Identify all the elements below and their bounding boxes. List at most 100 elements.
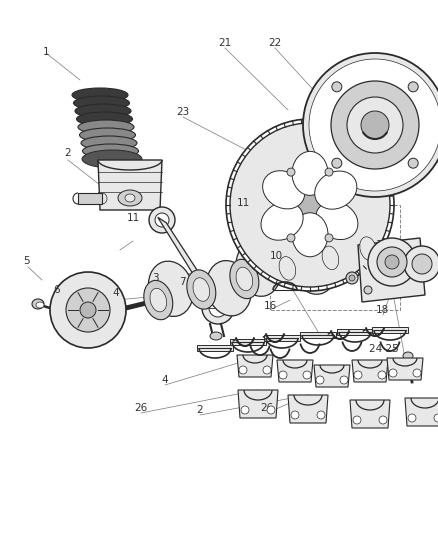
Ellipse shape — [226, 119, 394, 291]
Ellipse shape — [82, 144, 138, 158]
Ellipse shape — [36, 302, 44, 308]
Circle shape — [287, 168, 295, 176]
Circle shape — [408, 158, 418, 168]
Ellipse shape — [360, 237, 376, 261]
Text: 3: 3 — [152, 273, 158, 283]
Circle shape — [50, 272, 126, 348]
Ellipse shape — [353, 229, 382, 268]
Circle shape — [316, 376, 324, 384]
Ellipse shape — [230, 123, 390, 287]
Ellipse shape — [263, 171, 305, 209]
Polygon shape — [358, 238, 425, 302]
Text: 21: 21 — [219, 38, 232, 48]
Text: 11: 11 — [237, 198, 250, 208]
Text: 5: 5 — [24, 256, 30, 266]
Bar — [300, 332, 336, 338]
Circle shape — [331, 81, 419, 169]
Circle shape — [354, 371, 362, 379]
Polygon shape — [405, 398, 438, 426]
Circle shape — [279, 371, 287, 379]
Polygon shape — [288, 395, 328, 423]
Circle shape — [378, 371, 386, 379]
Polygon shape — [277, 360, 313, 382]
Text: 17: 17 — [375, 240, 389, 250]
Text: 16: 16 — [263, 301, 277, 311]
Ellipse shape — [316, 201, 358, 239]
Ellipse shape — [77, 112, 133, 126]
Circle shape — [241, 406, 249, 414]
Circle shape — [346, 272, 358, 284]
Text: 4: 4 — [162, 375, 168, 385]
Ellipse shape — [72, 88, 128, 102]
Polygon shape — [237, 355, 273, 377]
Ellipse shape — [80, 128, 135, 142]
Circle shape — [80, 302, 96, 318]
Ellipse shape — [314, 171, 357, 209]
Ellipse shape — [193, 278, 210, 301]
Text: 1: 1 — [42, 47, 49, 57]
Ellipse shape — [236, 241, 281, 296]
Ellipse shape — [292, 213, 328, 257]
Circle shape — [361, 111, 389, 139]
Text: 24 25: 24 25 — [369, 344, 399, 354]
Polygon shape — [78, 193, 102, 204]
Circle shape — [325, 234, 333, 242]
Bar — [264, 335, 300, 341]
Ellipse shape — [74, 96, 130, 110]
Text: 26: 26 — [134, 403, 148, 413]
Circle shape — [287, 234, 295, 242]
Text: 23: 23 — [177, 107, 190, 117]
Bar — [197, 345, 233, 351]
Ellipse shape — [118, 190, 142, 206]
Ellipse shape — [82, 150, 142, 168]
Circle shape — [291, 411, 299, 419]
Ellipse shape — [334, 103, 342, 109]
Circle shape — [340, 376, 348, 384]
Circle shape — [404, 246, 438, 282]
Circle shape — [347, 97, 403, 153]
Ellipse shape — [316, 238, 345, 278]
Ellipse shape — [291, 239, 336, 294]
Polygon shape — [238, 390, 278, 418]
Text: 11: 11 — [127, 213, 140, 223]
Circle shape — [325, 168, 333, 176]
Circle shape — [317, 411, 325, 419]
Circle shape — [413, 369, 421, 377]
Ellipse shape — [273, 249, 302, 288]
Circle shape — [408, 414, 416, 422]
Ellipse shape — [32, 299, 44, 309]
Circle shape — [389, 369, 397, 377]
Text: 4: 4 — [113, 288, 119, 298]
Ellipse shape — [300, 224, 310, 232]
Circle shape — [332, 82, 342, 92]
Ellipse shape — [210, 332, 222, 340]
Ellipse shape — [187, 270, 216, 309]
Circle shape — [202, 292, 234, 324]
Polygon shape — [350, 400, 390, 428]
Ellipse shape — [230, 260, 259, 298]
Circle shape — [368, 238, 416, 286]
Polygon shape — [314, 365, 350, 387]
Polygon shape — [158, 217, 224, 312]
Ellipse shape — [81, 136, 137, 150]
Bar — [270, 205, 400, 310]
Text: 18: 18 — [375, 305, 389, 315]
Text: 2: 2 — [65, 148, 71, 158]
Circle shape — [379, 416, 387, 424]
Polygon shape — [98, 160, 162, 210]
Text: 6: 6 — [54, 285, 60, 295]
Circle shape — [155, 213, 169, 227]
Text: 20: 20 — [379, 75, 392, 85]
Ellipse shape — [144, 280, 173, 320]
Circle shape — [353, 416, 361, 424]
Bar — [337, 329, 373, 335]
Circle shape — [239, 366, 247, 374]
Bar — [230, 339, 266, 345]
Polygon shape — [387, 358, 423, 380]
Text: 26: 26 — [260, 403, 274, 413]
Ellipse shape — [206, 261, 251, 316]
Circle shape — [349, 275, 355, 281]
Circle shape — [332, 158, 342, 168]
Ellipse shape — [236, 267, 253, 290]
Circle shape — [408, 82, 418, 92]
